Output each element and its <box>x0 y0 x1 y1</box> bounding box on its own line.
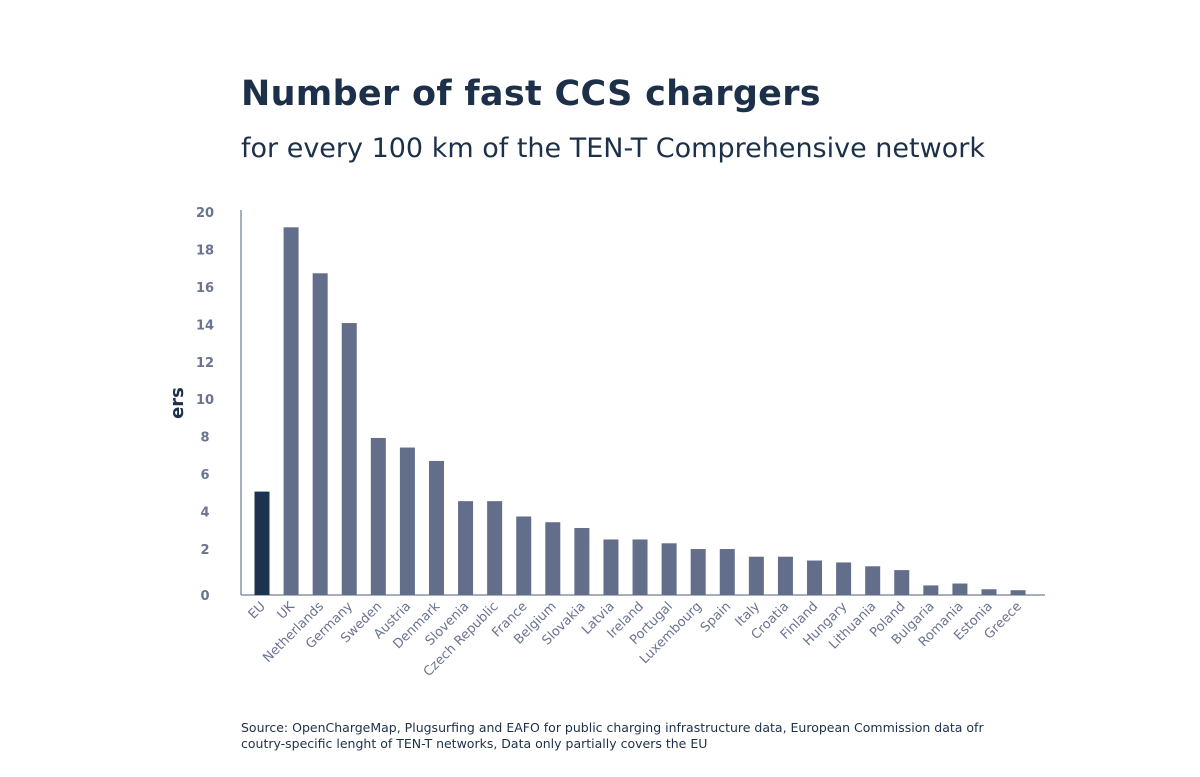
x-tick-label: EU <box>246 599 269 622</box>
bar-eu <box>254 491 270 595</box>
bar-lithuania <box>865 566 881 595</box>
bar-netherlands <box>312 273 328 595</box>
y-tick-label: 20 <box>196 206 214 221</box>
bar-greece <box>1010 590 1026 595</box>
bar-austria <box>399 447 415 595</box>
bar-finland <box>807 560 823 595</box>
bar-czech-republic <box>487 501 503 595</box>
bar-ireland <box>632 539 648 595</box>
bar-belgium <box>545 522 561 595</box>
bar-germany <box>341 323 357 595</box>
bar-romania <box>952 583 968 595</box>
y-axis-label: ers <box>167 387 188 419</box>
bar-estonia <box>981 589 997 595</box>
bar-hungary <box>836 562 852 595</box>
bar-poland <box>894 570 910 595</box>
y-tick-label: 0 <box>200 589 209 604</box>
bar-italy <box>748 556 764 595</box>
y-tick-label: 4 <box>200 506 209 521</box>
bar-portugal <box>661 543 677 595</box>
bar-croatia <box>777 556 793 595</box>
y-tick-label: 16 <box>196 281 214 296</box>
y-tick-label: 18 <box>196 243 214 258</box>
bar-denmark <box>428 460 444 595</box>
bar-sweden <box>370 437 386 595</box>
source-note: Source: OpenChargeMap, Plugsurfing and E… <box>241 720 984 751</box>
x-tick-label: Spain <box>698 599 734 635</box>
y-tick-label: 14 <box>196 318 214 333</box>
bar-slovenia <box>458 501 474 595</box>
y-tick-label: 2 <box>200 543 209 558</box>
chart-title: Number of fast CCS chargers <box>241 74 821 114</box>
y-tick-label: 6 <box>200 468 209 483</box>
chart-subtitle: for every 100 km of the TEN-T Comprehens… <box>241 133 985 164</box>
bar-luxembourg <box>690 549 706 595</box>
bar-france <box>516 516 532 595</box>
y-tick-label: 10 <box>196 393 214 408</box>
bar-slovakia <box>574 527 590 595</box>
x-tick-label: UK <box>275 599 299 623</box>
y-tick-label: 8 <box>200 431 209 446</box>
bar-bulgaria <box>923 585 939 595</box>
y-tick-label: 12 <box>196 356 214 371</box>
bar-latvia <box>603 539 619 595</box>
bar-spain <box>719 549 735 595</box>
bar-uk <box>283 227 299 595</box>
